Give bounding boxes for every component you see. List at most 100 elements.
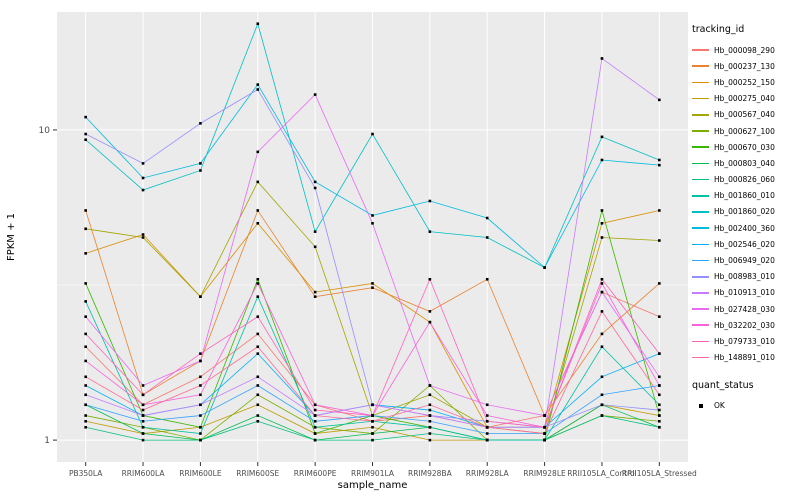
legend-item: Hb_000826_060 (692, 172, 798, 188)
data-point (141, 403, 145, 407)
data-point (313, 295, 317, 298)
legend-key-line-icon (692, 350, 709, 365)
data-point (256, 209, 260, 212)
data-point (256, 332, 260, 336)
data-point (84, 132, 87, 136)
legend-item-label: Hb_001860_020 (714, 207, 775, 217)
data-point (84, 375, 87, 379)
data-point (428, 408, 432, 412)
data-point (428, 310, 432, 313)
legend-panel: tracking_id Hb_000098_290 Hb_000237_130 Hb… (692, 24, 798, 414)
legend-items-tracking-id: Hb_000098_290 Hb_000237_130 Hb_000252_150 H… (692, 42, 798, 366)
legend-item-label: Hb_000803_040 (714, 158, 775, 168)
data-point (199, 438, 202, 442)
data-point (371, 222, 374, 225)
legend-key-line-icon (692, 318, 709, 333)
legend-key-line-icon (692, 253, 709, 268)
data-point (658, 315, 661, 318)
legend-item-label: Hb_000670_030 (714, 142, 775, 152)
legend-item: Hb_000670_030 (692, 139, 798, 155)
data-point (600, 282, 604, 285)
data-point (313, 93, 317, 96)
legend-title-quant-status: quant_status (692, 379, 754, 391)
data-point (141, 188, 145, 192)
legend-item: Hb_008983_010 (692, 269, 798, 285)
data-point (485, 216, 489, 220)
legend-key-line-icon (692, 269, 709, 284)
x-tick-label: RRIM600PE (294, 469, 337, 478)
legend-item-label: Hb_001860_010 (714, 191, 775, 201)
data-point (313, 425, 317, 429)
data-point (600, 135, 604, 139)
legend-key-line-icon (692, 124, 709, 139)
legend-key-line-icon (692, 172, 709, 187)
data-point (600, 375, 604, 379)
data-point (256, 222, 260, 225)
data-point (600, 414, 604, 417)
data-point (658, 209, 661, 212)
legend-key-line-icon (692, 91, 709, 106)
black-square-point-icon (692, 398, 709, 413)
data-point (600, 236, 604, 239)
legend-key-line-icon (692, 59, 709, 74)
legend-key-line-icon (692, 156, 709, 171)
data-point (256, 22, 260, 26)
legend-item: Hb_000237_130 (692, 58, 798, 74)
legend-item-label: Hb_010913_010 (714, 288, 775, 298)
legend-item: Hb_001860_020 (692, 204, 798, 220)
data-point (600, 158, 604, 162)
data-point (428, 403, 432, 407)
legend-key-line-icon (692, 75, 709, 90)
data-point (256, 295, 260, 298)
data-point (485, 414, 489, 417)
data-point (199, 403, 202, 407)
data-point (256, 393, 260, 397)
data-point (658, 425, 661, 429)
legend-key-line-icon (692, 334, 709, 349)
data-point (600, 209, 604, 212)
data-point (543, 438, 546, 442)
y-tick-label: 10 (39, 126, 51, 136)
data-point (658, 375, 661, 379)
data-point (141, 236, 145, 239)
x-axis-title: sample_name (338, 480, 408, 491)
data-point (428, 425, 432, 429)
data-point (199, 375, 202, 379)
legend-item-label: Hb_148891_010 (714, 353, 775, 363)
data-point (485, 438, 489, 442)
data-point (313, 186, 317, 190)
data-point (543, 414, 546, 417)
data-point (428, 230, 432, 233)
legend-item-label: Hb_000098_290 (714, 45, 775, 55)
data-point (256, 180, 260, 184)
data-point (141, 425, 145, 429)
data-point (141, 384, 145, 387)
data-point (428, 320, 432, 324)
data-point (256, 375, 260, 379)
legend-item: Hb_027428_030 (692, 301, 798, 317)
x-tick-label: RRII105LA_Control (567, 469, 637, 478)
data-point (658, 352, 661, 355)
data-point (658, 419, 661, 423)
data-point (84, 115, 87, 119)
data-point (256, 419, 260, 423)
data-point (658, 403, 661, 407)
data-point (371, 414, 374, 417)
data-point (658, 158, 661, 162)
data-point (141, 438, 145, 442)
data-point (141, 432, 145, 435)
data-point (141, 176, 145, 180)
data-point (371, 282, 374, 285)
legend-key-line-icon (692, 188, 709, 203)
data-point (313, 245, 317, 249)
x-tick-label: RRIM600SE (236, 469, 279, 478)
data-point (84, 332, 87, 336)
data-point (256, 88, 260, 91)
data-point (428, 393, 432, 397)
x-tick-label: RRIM901LA (351, 469, 395, 478)
data-point (84, 384, 87, 387)
legend-item-label: Hb_002400_360 (714, 223, 775, 233)
data-point (256, 414, 260, 417)
legend-key-line-icon (692, 107, 709, 122)
